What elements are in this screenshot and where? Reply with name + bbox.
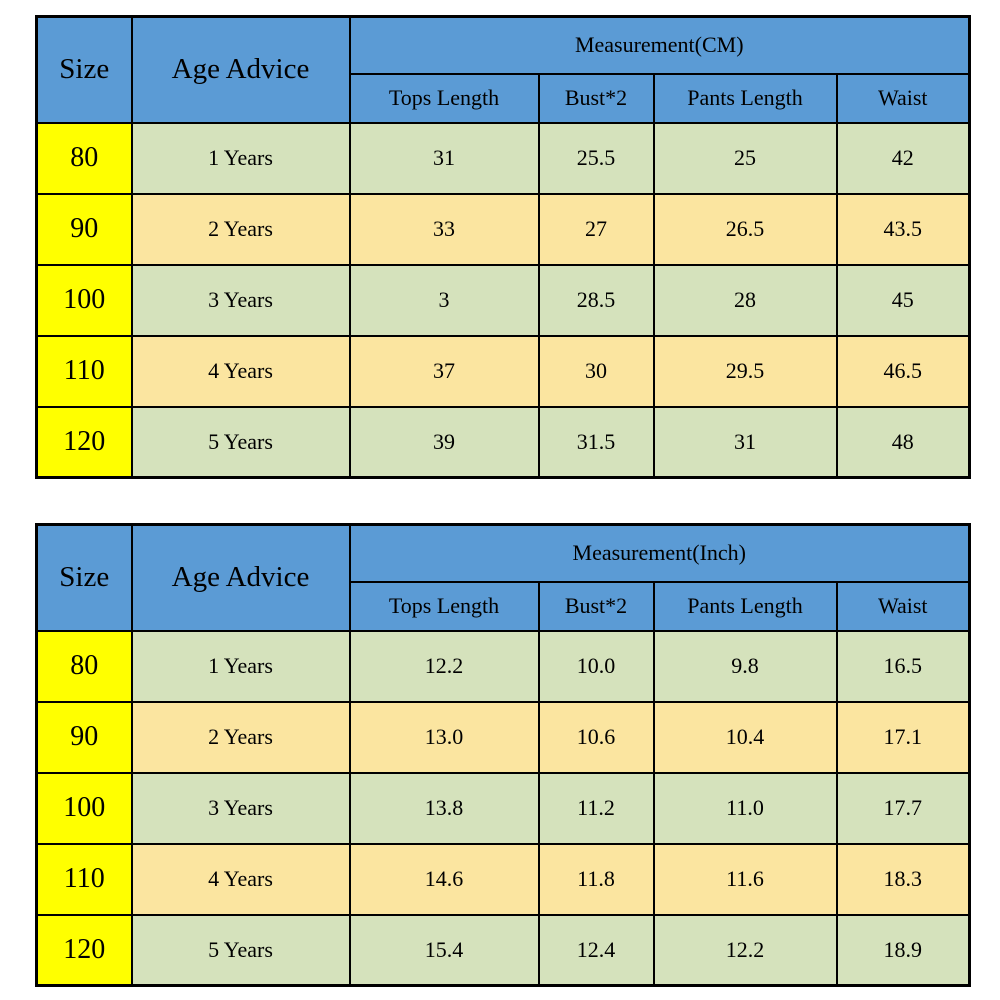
table-header-row: Size Age Advice Measurement(Inch) [35, 523, 971, 632]
table-row: 120 5 Years 15.4 12.4 12.2 18.9 [35, 913, 971, 987]
size-header: Size [35, 15, 133, 124]
col-header-bust: Bust*2 [537, 72, 655, 124]
value-cell: 31.5 [537, 405, 655, 479]
table-row: 110 4 Years 37 30 29.5 46.5 [35, 334, 971, 408]
size-cell: 110 [35, 842, 133, 916]
value-cell: 28 [652, 263, 838, 337]
age-advice-header: Age Advice [130, 15, 351, 124]
age-cell: 4 Years [130, 842, 351, 916]
value-cell: 9.8 [652, 629, 838, 703]
value-cell: 11.6 [652, 842, 838, 916]
value-cell: 3 [348, 263, 540, 337]
table-row: 80 1 Years 12.2 10.0 9.8 16.5 [35, 629, 971, 703]
value-cell: 46.5 [835, 334, 971, 408]
value-cell: 15.4 [348, 913, 540, 987]
value-cell: 45 [835, 263, 971, 337]
table-row: 100 3 Years 13.8 11.2 11.0 17.7 [35, 771, 971, 845]
value-cell: 37 [348, 334, 540, 408]
value-cell: 16.5 [835, 629, 971, 703]
value-cell: 25 [652, 121, 838, 195]
col-header-tops-length: Tops Length [348, 72, 540, 124]
value-cell: 13.0 [348, 700, 540, 774]
value-cell: 30 [537, 334, 655, 408]
age-cell: 2 Years [130, 192, 351, 266]
table-subheader-row: Tops Length Bust*2 Pants Length Waist [37, 72, 971, 124]
value-cell: 33 [348, 192, 540, 266]
col-header-pants-length: Pants Length [652, 72, 838, 124]
value-cell: 11.8 [537, 842, 655, 916]
col-header-pants-length: Pants Length [652, 580, 838, 632]
size-cell: 90 [35, 700, 133, 774]
size-header: Size [35, 523, 133, 632]
size-cell: 120 [35, 913, 133, 987]
value-cell: 28.5 [537, 263, 655, 337]
table-row: 110 4 Years 14.6 11.8 11.6 18.3 [35, 842, 971, 916]
value-cell: 17.7 [835, 771, 971, 845]
age-cell: 3 Years [130, 771, 351, 845]
value-cell: 17.1 [835, 700, 971, 774]
value-cell: 13.8 [348, 771, 540, 845]
age-cell: 5 Years [130, 405, 351, 479]
value-cell: 10.0 [537, 629, 655, 703]
table-row: 120 5 Years 39 31.5 31 48 [35, 405, 971, 479]
table-row: 100 3 Years 3 28.5 28 45 [35, 263, 971, 337]
value-cell: 31 [348, 121, 540, 195]
table-subheader-row: Tops Length Bust*2 Pants Length Waist [37, 580, 971, 632]
age-cell: 1 Years [130, 121, 351, 195]
measurement-cm-header: Measurement(CM) [348, 15, 971, 75]
table-row: 80 1 Years 31 25.5 25 42 [35, 121, 971, 195]
size-table-inch: Size Age Advice Measurement(Inch) Tops L… [35, 523, 972, 987]
age-cell: 5 Years [130, 913, 351, 987]
col-header-bust: Bust*2 [537, 580, 655, 632]
value-cell: 27 [537, 192, 655, 266]
value-cell: 12.4 [537, 913, 655, 987]
value-cell: 14.6 [348, 842, 540, 916]
size-cell: 100 [35, 263, 133, 337]
value-cell: 42 [835, 121, 971, 195]
size-cell: 120 [35, 405, 133, 479]
table-header-row: Size Age Advice Measurement(CM) [35, 15, 971, 124]
size-cell: 100 [35, 771, 133, 845]
age-cell: 3 Years [130, 263, 351, 337]
col-header-waist: Waist [835, 580, 971, 632]
value-cell: 11.0 [652, 771, 838, 845]
value-cell: 11.2 [537, 771, 655, 845]
value-cell: 39 [348, 405, 540, 479]
age-cell: 1 Years [130, 629, 351, 703]
measurement-inch-header: Measurement(Inch) [348, 523, 971, 583]
size-cell: 80 [35, 121, 133, 195]
col-header-tops-length: Tops Length [348, 580, 540, 632]
value-cell: 10.6 [537, 700, 655, 774]
value-cell: 43.5 [835, 192, 971, 266]
value-cell: 25.5 [537, 121, 655, 195]
col-header-waist: Waist [835, 72, 971, 124]
size-cell: 80 [35, 629, 133, 703]
value-cell: 18.9 [835, 913, 971, 987]
age-cell: 2 Years [130, 700, 351, 774]
value-cell: 26.5 [652, 192, 838, 266]
table-row: 90 2 Years 33 27 26.5 43.5 [35, 192, 971, 266]
table-row: 90 2 Years 13.0 10.6 10.4 17.1 [35, 700, 971, 774]
value-cell: 29.5 [652, 334, 838, 408]
value-cell: 10.4 [652, 700, 838, 774]
value-cell: 18.3 [835, 842, 971, 916]
value-cell: 31 [652, 405, 838, 479]
value-cell: 12.2 [652, 913, 838, 987]
size-cell: 110 [35, 334, 133, 408]
size-cell: 90 [35, 192, 133, 266]
age-cell: 4 Years [130, 334, 351, 408]
value-cell: 12.2 [348, 629, 540, 703]
age-advice-header: Age Advice [130, 523, 351, 632]
size-table-cm: Size Age Advice Measurement(CM) Tops Len… [35, 15, 971, 479]
value-cell: 48 [835, 405, 971, 479]
